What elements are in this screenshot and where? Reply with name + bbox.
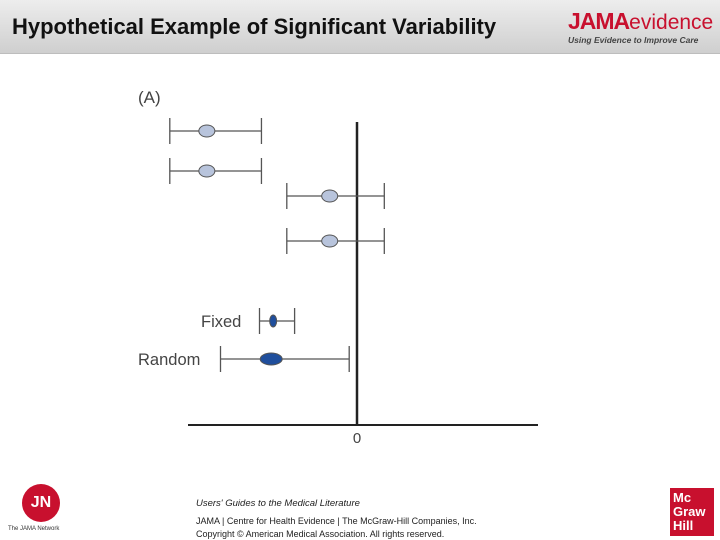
mcgraw-hill-logo: Mc Graw Hill	[670, 488, 714, 536]
point-estimate-4	[321, 234, 339, 248]
jama-evidence-logo: JAMAevidence Using Evidence to Improve C…	[568, 10, 714, 48]
point-estimate-3	[321, 189, 339, 203]
jama-network-logo: JN The JAMA Network	[6, 484, 70, 536]
slide-title: Hypothetical Example of Significant Vari…	[12, 14, 497, 39]
panel-label: (A)	[138, 88, 161, 107]
publisher-line-1: Mc	[673, 490, 692, 505]
x-tick-label-0: 0	[353, 430, 361, 447]
header-bar: Hypothetical Example of Significant Vari…	[0, 0, 720, 54]
point-estimate-5	[269, 314, 278, 328]
guide-title: Users' Guides to the Medical Literature	[196, 498, 360, 509]
jama-brand: JAMAevidence	[568, 8, 714, 34]
jama-tagline: Using Evidence to Improve Care	[568, 35, 699, 45]
row-label-fixed: Fixed	[201, 313, 241, 331]
publisher-line-3: Hill	[673, 518, 694, 533]
row-label-random: Random	[138, 351, 200, 369]
point-estimate-1	[198, 124, 216, 138]
jn-initials: JN	[22, 484, 60, 522]
point-estimate-2	[198, 164, 216, 178]
jn-caption: The JAMA Network	[8, 526, 60, 532]
point-estimate-6	[259, 352, 283, 366]
footer-line-1: JAMA | Centre for Health Evidence | The …	[196, 516, 477, 526]
footer-text: Users' Guides to the Medical Literature …	[196, 498, 477, 540]
publisher-line-2: Graw	[673, 504, 706, 519]
brand-part-1: JAMA	[568, 8, 630, 34]
footer-line-2: Copyright © American Medical Association…	[196, 529, 445, 539]
brand-part-2: evidence	[629, 11, 714, 34]
